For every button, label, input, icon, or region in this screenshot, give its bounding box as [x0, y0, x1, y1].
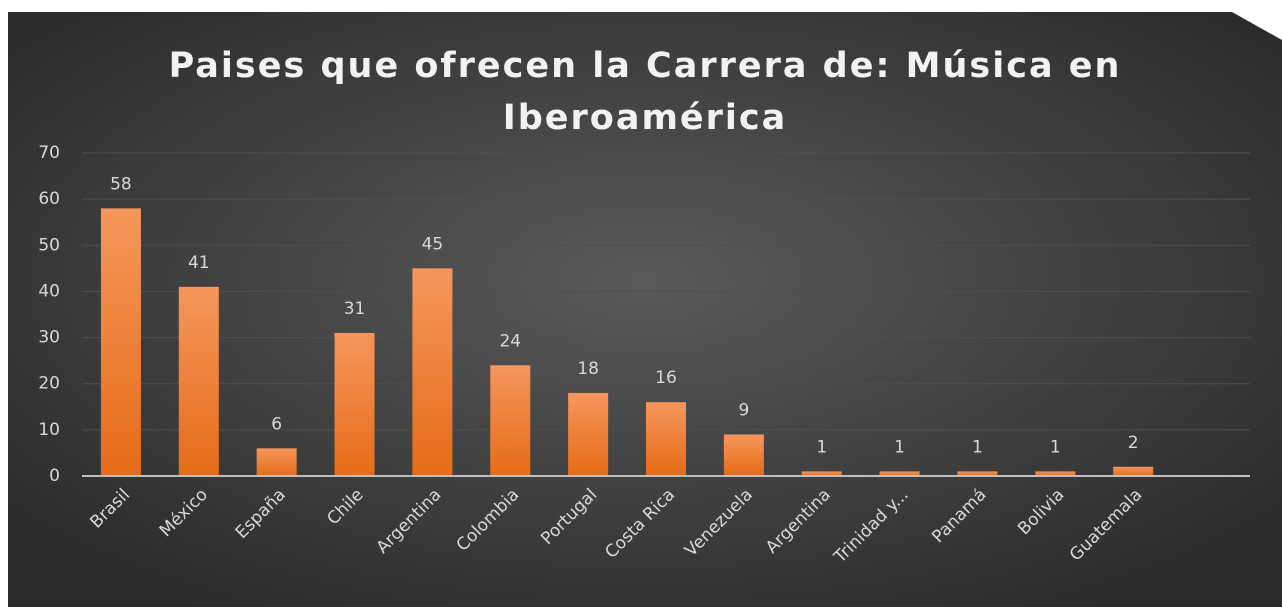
bar	[490, 365, 531, 476]
y-tick-label: 40	[38, 281, 60, 301]
y-tick-label: 50	[38, 235, 60, 255]
value-label: 24	[499, 331, 521, 351]
bar	[412, 268, 453, 476]
bar	[801, 471, 842, 476]
bar	[723, 434, 764, 476]
bar	[178, 286, 219, 476]
y-tick-label: 0	[49, 466, 60, 486]
bar	[100, 208, 141, 476]
value-label: 1	[972, 437, 983, 457]
y-tick-label: 30	[38, 328, 60, 348]
value-label: 31	[344, 299, 366, 319]
bar	[256, 448, 297, 476]
value-label: 58	[110, 174, 132, 194]
y-tick-label: 10	[38, 420, 60, 440]
corner-shape	[1232, 0, 1282, 40]
value-label: 45	[422, 234, 444, 254]
bar	[1113, 466, 1154, 476]
value-label: 6	[271, 414, 282, 434]
y-tick-label: 70	[38, 143, 60, 163]
y-tick-label: 60	[38, 189, 60, 209]
value-label: 1	[816, 437, 827, 457]
value-label: 9	[738, 400, 749, 420]
bar	[879, 471, 920, 476]
y-tick-label: 20	[38, 374, 60, 394]
chart-title: Paises que ofrecen la Carrera de: Música…	[168, 46, 1122, 138]
chart-background	[8, 12, 1282, 607]
bar	[568, 392, 609, 476]
value-label: 2	[1128, 433, 1139, 453]
bar	[957, 471, 998, 476]
bar	[646, 402, 686, 476]
value-label: 18	[577, 359, 599, 379]
bar	[334, 332, 375, 476]
value-label: 1	[1050, 437, 1061, 457]
value-label: 16	[655, 368, 677, 388]
value-label: 1	[894, 437, 905, 457]
bar	[1035, 471, 1076, 476]
value-label: 41	[188, 253, 210, 273]
